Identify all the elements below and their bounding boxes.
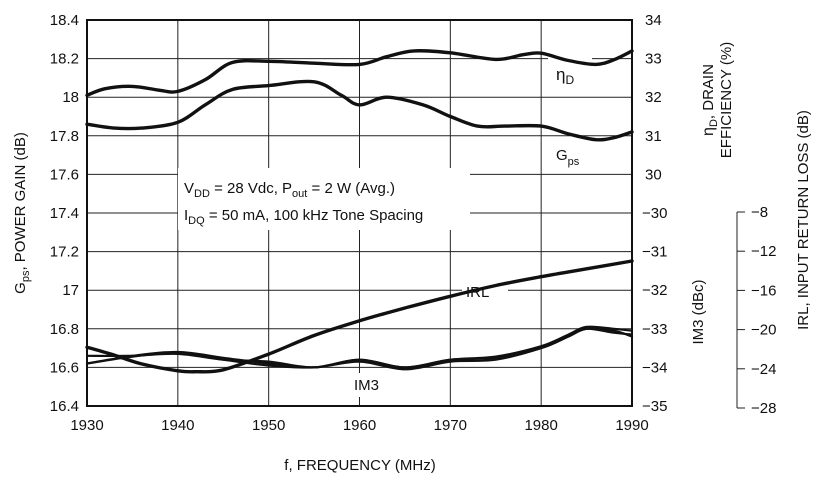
gps-label-box (548, 138, 594, 172)
y-tick-label-gain: 16.6 (50, 359, 79, 376)
y-tick-label-efficiency: 30 (645, 166, 662, 183)
series-line-gps (85, 79, 634, 142)
series-label-eta-d: ηD (556, 65, 574, 87)
x-tick-label: 1930 (70, 417, 103, 434)
x-tick-label: 1990 (615, 417, 648, 434)
series-label-gps: Gps (556, 147, 580, 168)
x-tick-label: 1980 (524, 417, 557, 434)
y-axis-title-im3: IM3 (dBc) (690, 279, 707, 344)
y-tick-label-gain: 17.4 (50, 205, 79, 222)
y-tick-label-gain: 18.2 (50, 51, 79, 68)
y-tick-label-irl: −8 (751, 204, 768, 221)
series-label-irl: IRL (466, 284, 489, 301)
series-line-im3-third (85, 327, 634, 369)
y-axis-title-irl: IRL, INPUT RETURN LOSS (dB) (795, 110, 812, 330)
x-axis-title: f, FREQUENCY (MHz) (284, 457, 435, 474)
y-tick-label-im3: −31 (642, 244, 667, 261)
y-tick-label-irl: −20 (751, 322, 776, 339)
im3-label-box (350, 373, 392, 397)
y-tick-label-gain: 17 (62, 282, 79, 299)
y-tick-label-im3: −32 (642, 282, 667, 299)
y-tick-label-im3: −30 (642, 205, 667, 222)
grid-lines (87, 20, 632, 406)
y-tick-label-gain: 17.2 (50, 244, 79, 261)
conditions-box (178, 168, 470, 230)
x-tick-label: 1970 (434, 417, 467, 434)
y-tick-label-gain: 16.8 (50, 321, 79, 338)
y-tick-label-irl: −12 (751, 243, 776, 260)
conditions-line-2: IDQ = 50 mA, 100 kHz Tone Spacing (184, 207, 423, 227)
x-tick-label: 1950 (252, 417, 285, 434)
y-tick-label-im3: −33 (642, 321, 667, 338)
y-tick-label-irl: −16 (751, 282, 776, 299)
conditions-line-1: VDD = 28 Vdc, Pout = 2 W (Avg.) (184, 180, 395, 200)
y-tick-label-im3: −34 (642, 359, 667, 376)
y-tick-label-efficiency: 34 (645, 12, 662, 29)
y-tick-label-irl: −28 (751, 400, 776, 417)
x-tick-label: 1940 (161, 417, 194, 434)
x-tick-label: 1960 (343, 417, 376, 434)
series-lines (85, 49, 634, 374)
y-tick-label-irl: −24 (751, 361, 776, 378)
y-tick-label-im3: −35 (642, 398, 667, 415)
y-tick-label-gain: 17.8 (50, 128, 79, 145)
y-tick-label-efficiency: 31 (645, 128, 662, 145)
y-axis-title-efficiency-line-2: EFFICIENCY (%) (718, 42, 735, 158)
irl-axis: −8 −12 −16 −20 −24 −28 (736, 204, 776, 417)
series-label-im3: IM3 (354, 377, 379, 394)
series-line-d (85, 49, 634, 97)
y-tick-label-gain: 18 (62, 89, 79, 106)
y-tick-label-gain: 18.4 (50, 12, 79, 29)
tick-labels: 1930 1940 1950 1960 1970 1980 1990 18.4 18.2 18 17… (50, 12, 668, 434)
y-axis-title-gain: Gps, POWER GAIN (dB) (12, 132, 32, 294)
y-axis-title-efficiency-line-1: ηD, DRAIN (700, 64, 720, 136)
plot-frame (86, 19, 633, 407)
y-tick-label-efficiency: 33 (645, 51, 662, 68)
series-line-irl (85, 259, 634, 374)
y-tick-label-efficiency: 32 (645, 89, 662, 106)
y-tick-label-gain: 17.6 (50, 166, 79, 183)
y-tick-label-gain: 16.4 (50, 398, 79, 415)
